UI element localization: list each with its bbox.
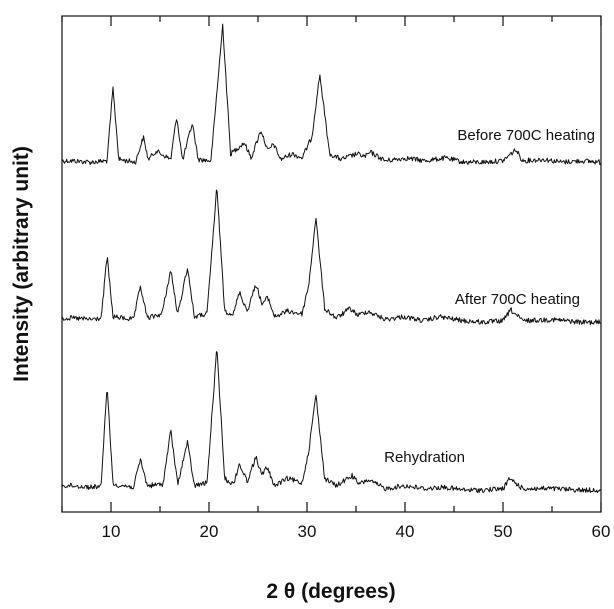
x-tick-label: 50 (494, 522, 513, 541)
series-line (61, 189, 601, 326)
x-ticks (61, 16, 602, 512)
series-annotations: Before 700C heating After 700C heating Reh… (384, 127, 595, 466)
x-tick-label: 40 (396, 522, 415, 541)
series-line (61, 351, 601, 494)
plot-frame (61, 15, 602, 513)
series-layer (61, 23, 602, 494)
x-tick-label: 10 (102, 522, 121, 541)
series-label: Before 700C heating (457, 127, 595, 144)
series-label: Rehydration (384, 449, 465, 466)
x-tick-labels: 10 20 30 40 50 60 (102, 522, 611, 541)
series-line (61, 23, 602, 165)
y-axis-title: Intensity (arbitrary unit) (10, 146, 33, 382)
x-tick-label: 30 (298, 522, 317, 541)
x-tick-label: 60 (592, 522, 611, 541)
x-axis-title: 2 θ (degrees) (266, 580, 395, 603)
x-tick-label: 20 (200, 522, 219, 541)
series-label: After 700C heating (455, 291, 580, 308)
